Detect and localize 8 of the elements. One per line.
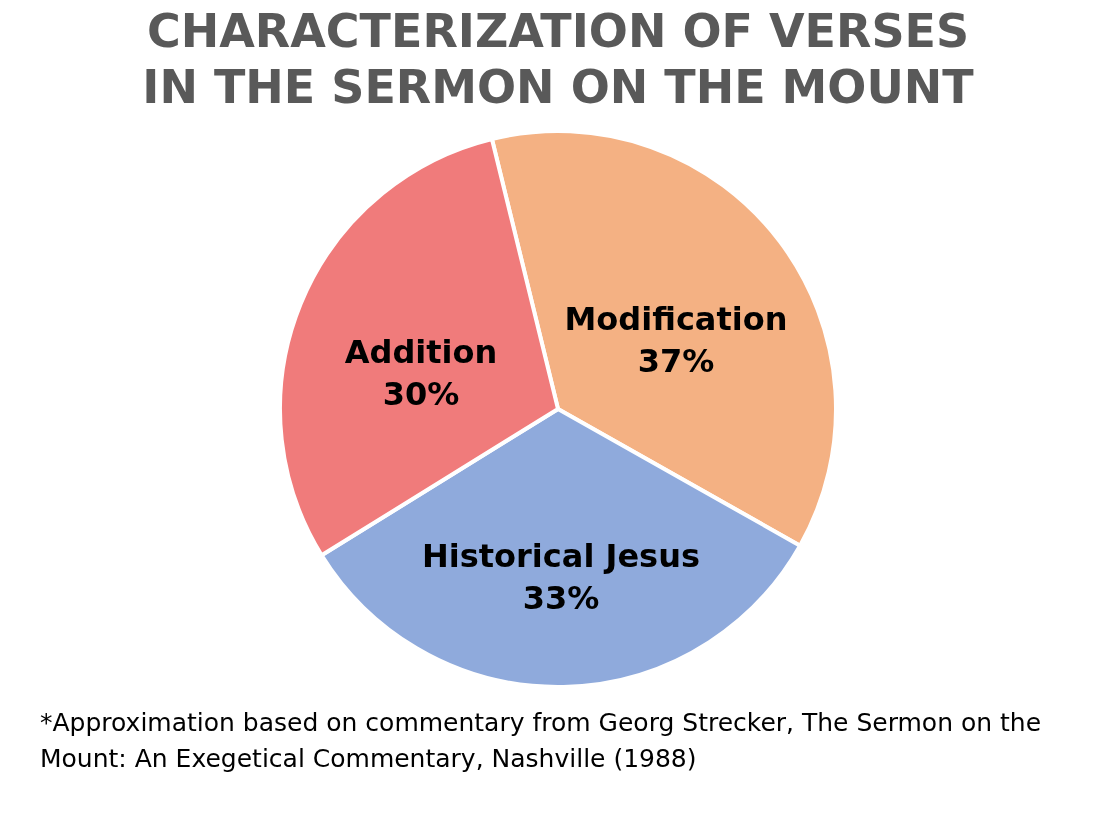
text: *Approximation based on commentary from Georg Strecker, The Sermon on the Mount: An Exegetical Commentary, Nashville (1988) (40, 707, 1043, 775)
data-label: 33% (522, 578, 600, 617)
data-label: 30% (382, 374, 460, 413)
chart-title: CHARACTERIZATION OF VERSES IN THE SERMON ON THE MOUNT (142, 4, 975, 114)
slice-label: Addition (344, 332, 498, 371)
slice-label: Historical Jesus (421, 536, 700, 575)
data-label: 37% (637, 341, 715, 380)
slice-label: Modification (564, 299, 788, 338)
